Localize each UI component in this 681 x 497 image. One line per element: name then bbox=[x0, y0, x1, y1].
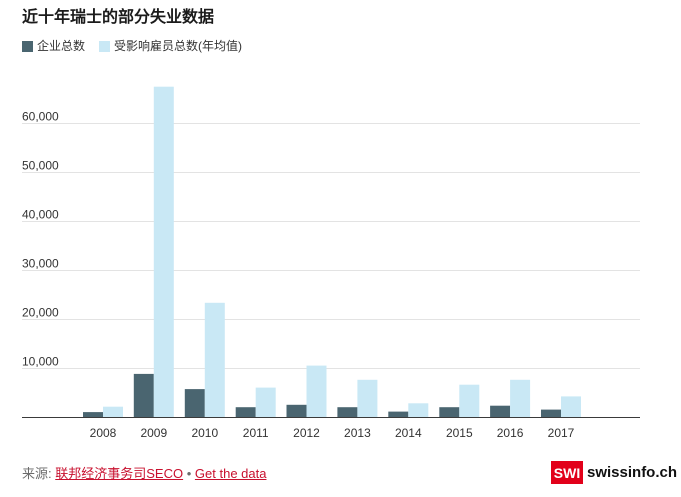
source-label: 来源: bbox=[22, 466, 52, 481]
x-tick-labels: 2008 2009 2010 2011 2012 2013 2014 2015 2016 2017 bbox=[90, 426, 575, 440]
chart-plot: 10,000 20,000 30,000 40,000 50,000 60,000 2008… bbox=[22, 86, 640, 440]
x-tick-label: 2012 bbox=[293, 426, 320, 440]
source-link[interactable]: 联邦经济事务司SECO bbox=[55, 466, 184, 481]
x-tick-label: 2008 bbox=[90, 426, 117, 440]
bar-enterprises-2017 bbox=[541, 409, 561, 417]
legend-swatch-affected-employees bbox=[99, 40, 111, 52]
bar-affected-employees-2015 bbox=[459, 384, 480, 417]
y-tick-label: 60,000 bbox=[22, 110, 59, 124]
bar-affected-employees-2009 bbox=[153, 86, 174, 417]
bar-enterprises-2012 bbox=[286, 404, 307, 418]
bar-enterprises-2010 bbox=[184, 389, 205, 417]
bar-enterprises-2011 bbox=[235, 407, 256, 417]
y-tick-label: 40,000 bbox=[22, 208, 59, 222]
x-tick-label: 2011 bbox=[243, 426, 269, 440]
x-tick-label: 2013 bbox=[344, 426, 371, 440]
bar-affected-employees-2010 bbox=[204, 302, 225, 417]
bar-enterprises-2014 bbox=[388, 411, 409, 417]
bar-affected-employees-2011 bbox=[255, 387, 276, 417]
logo-mark: SWI bbox=[551, 461, 583, 484]
x-tick-label: 2014 bbox=[395, 426, 422, 440]
bar-enterprises-2009 bbox=[133, 373, 154, 417]
bar-affected-employees-2012 bbox=[306, 365, 327, 417]
legend-label-enterprises: 企业总数 bbox=[37, 39, 86, 53]
x-tick-label: 2016 bbox=[497, 426, 524, 440]
x-tick-label: 2015 bbox=[446, 426, 473, 440]
get-data-link[interactable]: Get the data bbox=[194, 466, 267, 481]
y-gridlines: 10,000 20,000 30,000 40,000 50,000 60,000 bbox=[22, 110, 640, 369]
legend-item-enterprises: 企业总数 bbox=[22, 39, 85, 53]
legend: 企业总数 受影响雇员总数(年均值) bbox=[22, 39, 256, 53]
bar-enterprises-2008 bbox=[83, 412, 103, 417]
legend-swatch-enterprises bbox=[22, 40, 33, 52]
bar-enterprises-2013 bbox=[337, 407, 358, 417]
bar-enterprises-2015 bbox=[439, 407, 460, 417]
bar-affected-employees-2016 bbox=[510, 379, 531, 417]
x-tick-label: 2009 bbox=[140, 426, 167, 440]
bars bbox=[83, 86, 581, 418]
bar-affected-employees-2014 bbox=[408, 403, 429, 417]
source-footer: 来源: 联邦经济事务司SECO • Get the data bbox=[22, 465, 266, 483]
legend-label-affected-employees: 受影响雇员总数(年均值) bbox=[114, 39, 243, 53]
chart-title: 近十年瑞士的部分失业数据 bbox=[22, 9, 215, 26]
x-tick-label: 2010 bbox=[191, 426, 218, 440]
bar-affected-employees-2008 bbox=[103, 406, 123, 417]
bar-affected-employees-2013 bbox=[357, 379, 378, 417]
bar-enterprises-2016 bbox=[490, 405, 511, 417]
legend-item-affected-employees: 受影响雇员总数(年均值) bbox=[99, 39, 242, 53]
bar-affected-employees-2017 bbox=[561, 396, 581, 417]
footer-separator: • bbox=[186, 466, 192, 481]
swissinfo-logo[interactable]: SWI swissinfo.ch bbox=[551, 461, 677, 484]
y-tick-label: 30,000 bbox=[22, 257, 59, 271]
x-tick-label: 2017 bbox=[548, 426, 575, 440]
logo-name: swissinfo.ch bbox=[587, 464, 678, 481]
y-tick-label: 50,000 bbox=[22, 159, 59, 173]
y-tick-label: 10,000 bbox=[22, 355, 59, 369]
y-tick-label: 20,000 bbox=[22, 306, 59, 320]
